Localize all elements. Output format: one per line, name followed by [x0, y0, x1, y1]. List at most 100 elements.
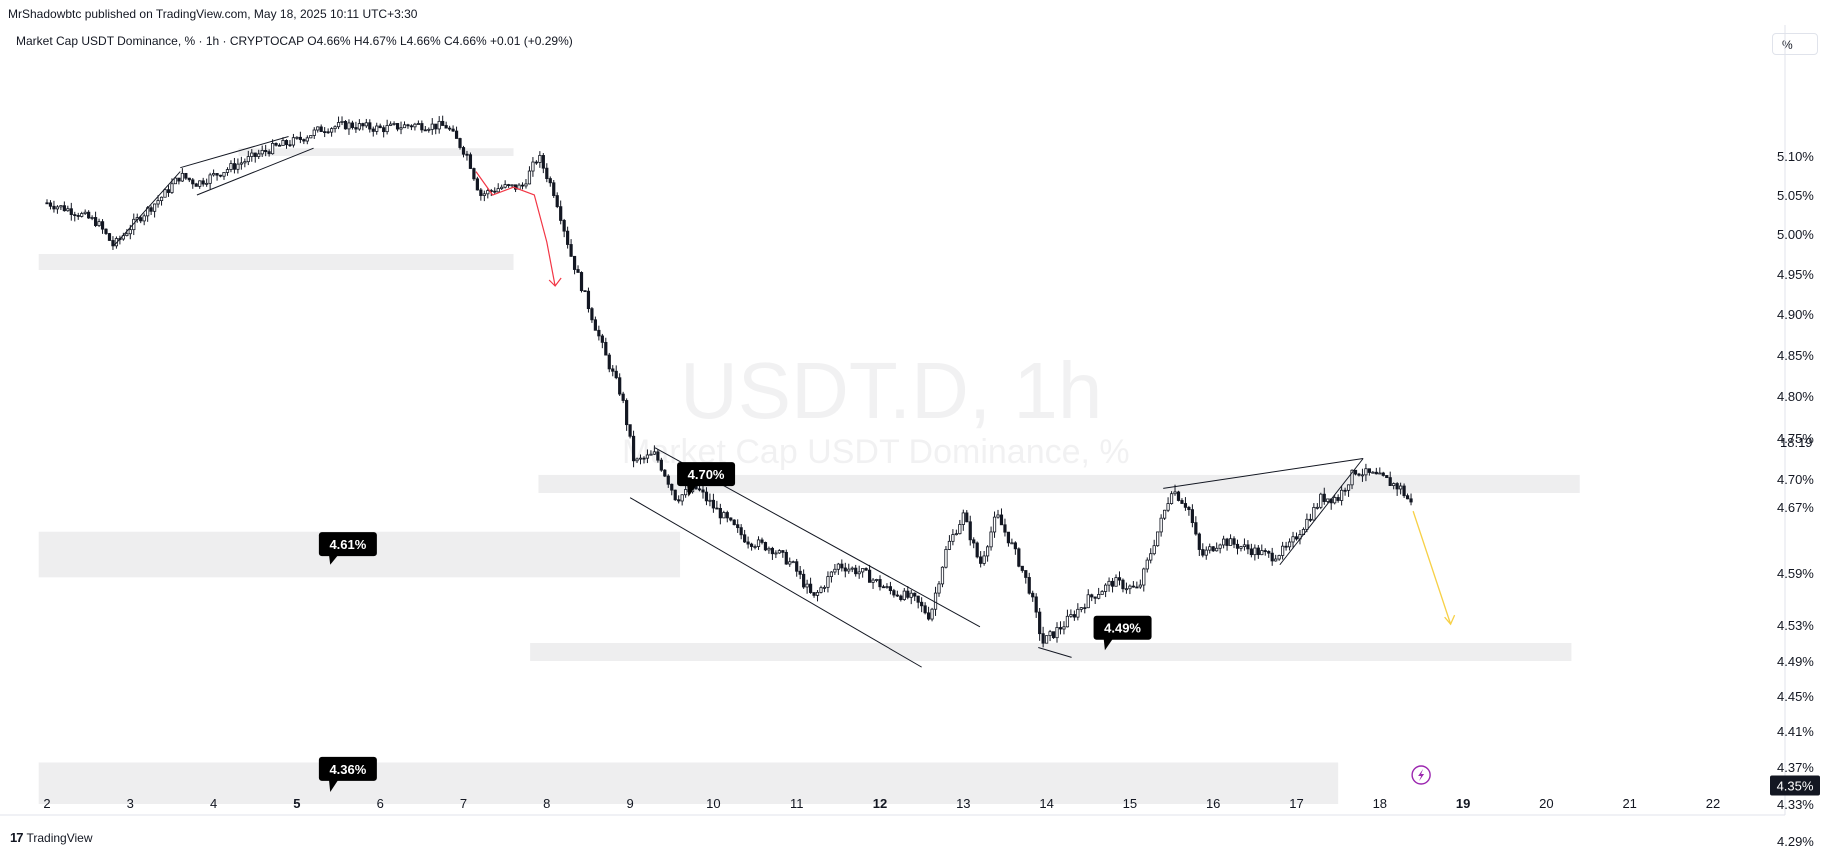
candle-body-386 — [1385, 475, 1389, 479]
candle-body-393 — [1409, 498, 1413, 503]
candle-body-291 — [1055, 627, 1059, 639]
candle-body-341 — [1228, 538, 1233, 546]
candle-body-235 — [861, 568, 865, 573]
candle-body-148 — [559, 206, 563, 221]
candle-body-199 — [736, 524, 740, 529]
candle-body-68 — [281, 140, 285, 146]
candle-body-346 — [1246, 544, 1250, 550]
candle-body-343 — [1235, 543, 1240, 549]
candle-body-169 — [631, 435, 636, 462]
candle-body-80 — [323, 131, 327, 134]
candle-body-388 — [1392, 483, 1396, 487]
x-tick-label-9: 11 — [790, 796, 804, 811]
candle-body-8 — [73, 214, 77, 216]
candle-body-241 — [881, 586, 886, 589]
candle-body-48 — [211, 173, 216, 176]
candle-body-238 — [871, 579, 875, 583]
candle-body-280 — [1017, 548, 1021, 567]
candle-body-233 — [854, 567, 858, 575]
candle-body-247 — [902, 590, 906, 600]
candle-body-331 — [1194, 522, 1198, 535]
candle-body-96 — [378, 125, 382, 129]
candle-body-47 — [208, 174, 212, 184]
candle-body-359 — [1291, 536, 1295, 543]
candle-body-138 — [524, 183, 528, 187]
candle-body-217 — [798, 570, 802, 575]
candle-body-257 — [937, 583, 941, 594]
candle-body-110 — [427, 128, 431, 131]
candle-body-376 — [1350, 469, 1354, 486]
candle-body-167 — [625, 400, 629, 426]
candle-body-107 — [416, 123, 420, 125]
candle-body-299 — [1083, 607, 1087, 610]
candle-body-147 — [555, 195, 559, 208]
callout-box-3 — [318, 756, 377, 781]
candle-body-342 — [1232, 538, 1236, 545]
candle-body-216 — [795, 561, 799, 572]
candle-body-194 — [718, 508, 722, 519]
candle-body-329 — [1187, 506, 1191, 511]
candle-body-45 — [201, 180, 205, 185]
candle-body-145 — [548, 178, 552, 184]
candle-body-270 — [982, 555, 986, 564]
candle-body-111 — [430, 123, 434, 130]
candle-body-97 — [382, 127, 386, 133]
candle-body-159 — [597, 329, 601, 337]
trendline-2 — [196, 147, 314, 196]
candle-body-118 — [454, 130, 459, 139]
candle-body-190 — [704, 491, 709, 502]
candle-body-134 — [510, 184, 514, 187]
candle-body-339 — [1222, 538, 1226, 546]
candle-body-102 — [399, 127, 403, 130]
candle-body-155 — [583, 290, 587, 293]
candle-body-13 — [90, 217, 94, 219]
zone-4 — [530, 643, 1572, 661]
candle-body-51 — [222, 172, 226, 177]
candle-body-250 — [913, 592, 917, 597]
candle-body-117 — [451, 128, 455, 132]
ohlc-values: O4.66% H4.67% L4.66% C4.66% +0.01 (+0.29… — [307, 34, 573, 48]
tradingview-logo: 17 — [10, 830, 24, 845]
candle-body-129 — [493, 190, 497, 193]
candle-body-358 — [1287, 541, 1292, 548]
candle-body-2 — [52, 205, 56, 210]
candle-body-283 — [1027, 577, 1031, 594]
candle-body-305 — [1104, 584, 1108, 592]
candle-body-264 — [961, 512, 965, 525]
candle-body-43 — [194, 183, 198, 187]
zone-5 — [38, 762, 1339, 804]
candle-body-210 — [774, 552, 778, 555]
percent-scale-button[interactable]: % — [1772, 33, 1818, 55]
candle-body-381 — [1367, 468, 1371, 473]
callout-pointer-1 — [328, 554, 339, 565]
red-arrowhead — [548, 277, 562, 287]
candle-body-81 — [326, 131, 330, 134]
candle-body-87 — [347, 122, 351, 130]
candle-body-253 — [923, 605, 927, 614]
candle-body-125 — [479, 189, 483, 196]
candle-body-67 — [277, 144, 282, 147]
candle-body-141 — [534, 161, 538, 164]
x-tick-label-4: 6 — [377, 796, 384, 811]
candle-body-308 — [1114, 577, 1118, 587]
candle-body-160 — [600, 335, 604, 343]
candle-body-7 — [69, 208, 73, 215]
candle-body-193 — [715, 507, 719, 510]
candle-body-6 — [66, 208, 70, 212]
candle-body-177 — [659, 459, 663, 471]
candle-body-260 — [947, 540, 952, 550]
candle-body-226 — [829, 571, 834, 578]
candle-body-269 — [979, 556, 983, 564]
candle-body-146 — [552, 182, 556, 196]
candle-body-232 — [850, 567, 854, 570]
symbol-description[interactable]: Market Cap USDT Dominance, % · 1h · CRYP… — [16, 34, 304, 48]
candle-body-219 — [805, 583, 809, 588]
candle-body-287 — [1041, 633, 1045, 644]
candle-body-234 — [857, 571, 861, 575]
candle-body-384 — [1378, 472, 1382, 475]
candle-body-296 — [1072, 614, 1076, 618]
candle-body-237 — [867, 569, 872, 583]
candle-body-106 — [413, 123, 417, 128]
candle-body-200 — [739, 527, 743, 536]
